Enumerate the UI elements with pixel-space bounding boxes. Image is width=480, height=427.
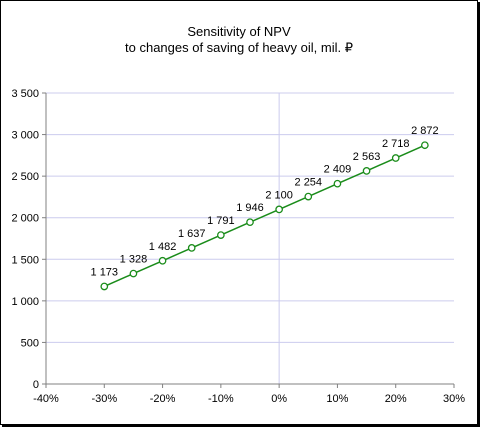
data-label: 1 173 bbox=[91, 266, 119, 278]
data-point bbox=[391, 154, 400, 162]
data-point bbox=[304, 192, 313, 201]
y-tick-label: 500 bbox=[21, 337, 39, 349]
x-tick-label: 30% bbox=[443, 393, 465, 405]
tick-labels: 0 500 1 000 1 500 2 000 2 500 3 000 3 500 -40% -3… bbox=[11, 88, 465, 405]
y-tick-label: 1 000 bbox=[11, 296, 39, 308]
data-point bbox=[333, 179, 342, 188]
data-point bbox=[421, 141, 429, 150]
x-tick-label: -30% bbox=[91, 393, 117, 405]
data-label: 2 100 bbox=[265, 189, 293, 201]
data-point bbox=[158, 256, 167, 265]
y-tick-label: 3 500 bbox=[11, 88, 39, 100]
grid-lines bbox=[46, 92, 454, 384]
data-label: 1 637 bbox=[178, 228, 206, 240]
y-tick-label: 2 500 bbox=[11, 171, 39, 183]
data-point bbox=[100, 282, 109, 291]
data-label: 1 328 bbox=[120, 254, 148, 266]
x-tick-label: 0% bbox=[271, 393, 287, 405]
chart-title-line-1: Sensitivity of NPV bbox=[187, 24, 291, 39]
data-label: 1 791 bbox=[207, 215, 235, 227]
series bbox=[100, 141, 429, 291]
data-label: 2 872 bbox=[411, 125, 439, 137]
data-point bbox=[275, 205, 283, 214]
y-tick-label: 1 500 bbox=[11, 254, 39, 266]
data-label: 1 482 bbox=[149, 241, 177, 253]
x-tick-label: -20% bbox=[150, 393, 176, 405]
y-tick-label: 3 000 bbox=[11, 130, 39, 142]
axes bbox=[42, 92, 455, 388]
data-label: 2 563 bbox=[353, 151, 381, 163]
x-tick-label: -10% bbox=[208, 393, 234, 405]
series-line bbox=[103, 144, 426, 288]
data-label: 2 254 bbox=[295, 177, 323, 189]
x-tick-label: -40% bbox=[33, 393, 59, 405]
data-label: 1 946 bbox=[236, 202, 264, 214]
y-tick-label: 2 000 bbox=[11, 213, 39, 225]
y-tick-label: 0 bbox=[33, 379, 39, 391]
x-tick-label: 10% bbox=[326, 393, 348, 405]
data-point bbox=[187, 244, 196, 252]
chart-title-line-2: to changes of saving of heavy oil, mil. … bbox=[125, 40, 353, 55]
data-point bbox=[246, 218, 254, 227]
data-point bbox=[129, 269, 138, 278]
x-tick-label: 20% bbox=[385, 393, 407, 405]
data-label: 2 718 bbox=[382, 138, 410, 150]
data-label: 2 409 bbox=[324, 164, 352, 176]
data-point bbox=[362, 167, 371, 175]
data-point bbox=[217, 231, 225, 239]
